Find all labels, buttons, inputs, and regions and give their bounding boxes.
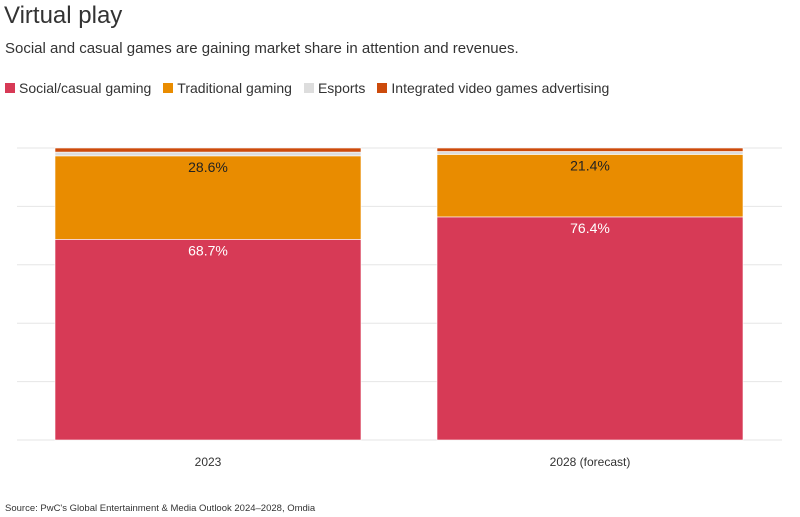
data-label: 76.4% [570, 220, 610, 236]
legend: Social/casual gaming Traditional gaming … [5, 80, 609, 96]
legend-item-esports: Esports [303, 80, 366, 96]
legend-swatch [377, 83, 388, 93]
bar-segment [436, 147, 744, 152]
legend-item-social-casual: Social/casual gaming [5, 80, 151, 96]
legend-label: Social/casual gaming [19, 80, 152, 96]
stacked-bar-chart: 68.7% 28.6% 2023 76.4% 21.4% 2028 (forecast) [17, 147, 782, 469]
bar-segment [54, 151, 362, 157]
source-note: Source: PwC's Global Entertainment & Med… [5, 503, 316, 514]
bar-segment [54, 155, 362, 240]
chart-title: Virtual play [4, 2, 123, 29]
legend-swatch [163, 83, 174, 93]
bar-segment [54, 147, 362, 153]
data-label: 21.4% [570, 157, 610, 173]
legend-label: Esports [317, 80, 366, 96]
legend-item-traditional: Traditional gaming [163, 80, 292, 96]
chart-subtitle: Social and casual games are gaining mark… [5, 40, 519, 57]
legend-item-advertising: Integrated video games advertising [377, 80, 609, 96]
legend-label: Integrated video games advertising [391, 80, 610, 96]
legend-swatch [303, 83, 314, 93]
legend-swatch [5, 83, 15, 93]
data-label: 28.6% [188, 159, 228, 175]
bar-segment [54, 239, 362, 441]
x-tick-label: 2023 [195, 455, 222, 469]
data-label: 68.7% [188, 242, 228, 258]
bar-segment [436, 154, 744, 218]
x-tick-label: 2028 (forecast) [550, 455, 631, 469]
bar-segment [436, 151, 744, 155]
legend-label: Traditional gaming [177, 80, 292, 96]
bar-segment [436, 216, 744, 441]
